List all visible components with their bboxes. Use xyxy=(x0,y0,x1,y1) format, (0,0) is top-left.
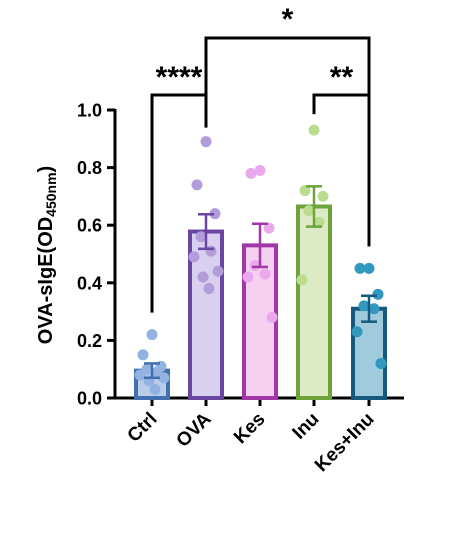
data-point xyxy=(149,383,161,395)
data-point xyxy=(368,303,380,315)
bar xyxy=(296,204,332,400)
significance-bracket xyxy=(312,93,371,247)
significance-brackets: **** *** xyxy=(150,3,371,313)
data-point xyxy=(254,164,266,176)
x-tick-label: Kes xyxy=(230,409,269,448)
y-axis-label: OVA-sIgE(OD450nm) xyxy=(35,166,59,344)
data-point xyxy=(203,283,215,295)
y-axis-label-close: ) xyxy=(35,166,57,173)
data-point xyxy=(212,265,224,277)
data-point xyxy=(363,262,375,274)
y-tick-label: 0.6 xyxy=(77,216,102,236)
data-point xyxy=(354,262,366,274)
data-point xyxy=(146,329,158,341)
data-point xyxy=(134,369,146,381)
data-point xyxy=(303,205,315,217)
x-tick-label: Kes+Inu xyxy=(311,409,378,476)
data-point xyxy=(195,231,207,243)
data-point xyxy=(249,260,261,272)
data-point xyxy=(158,372,170,384)
data-point xyxy=(351,326,363,338)
x-tick-label: OVA xyxy=(173,408,216,451)
data-point xyxy=(191,179,203,191)
y-axis-label-sub: 450nm xyxy=(43,172,59,216)
data-point xyxy=(266,311,278,323)
y-tick-label: 0.4 xyxy=(77,273,102,293)
data-point xyxy=(372,288,384,300)
data-point xyxy=(358,300,370,312)
data-point xyxy=(188,251,200,263)
significance-bracket xyxy=(204,36,371,95)
data-point xyxy=(317,190,329,202)
y-tick-label: 0.2 xyxy=(77,331,102,351)
data-point xyxy=(296,274,308,286)
y-axis-label-main: OVA-sIgE(OD xyxy=(35,217,57,344)
data-point xyxy=(299,185,311,197)
significance-bracket xyxy=(150,93,208,313)
data-point xyxy=(375,357,387,369)
data-point xyxy=(200,136,212,148)
data-point xyxy=(137,349,149,361)
data-point xyxy=(313,216,325,228)
y-tick-label: 1.0 xyxy=(77,101,102,121)
x-tick-label: Inu xyxy=(289,409,324,444)
bar xyxy=(351,306,387,400)
significance-label: * xyxy=(282,3,294,36)
y-tick-label: 0.8 xyxy=(77,158,102,178)
data-point xyxy=(245,167,257,179)
significance-label: **** xyxy=(156,61,203,94)
data-point xyxy=(259,268,271,280)
data-point xyxy=(242,271,254,283)
data-point xyxy=(209,208,221,220)
data-point xyxy=(263,222,275,234)
error-bars xyxy=(144,185,377,380)
significance-label: ** xyxy=(330,61,354,94)
x-tick-label: Ctrl xyxy=(124,409,162,447)
y-tick-label: 0.0 xyxy=(77,389,102,409)
data-point xyxy=(308,124,320,136)
data-point xyxy=(197,271,209,283)
